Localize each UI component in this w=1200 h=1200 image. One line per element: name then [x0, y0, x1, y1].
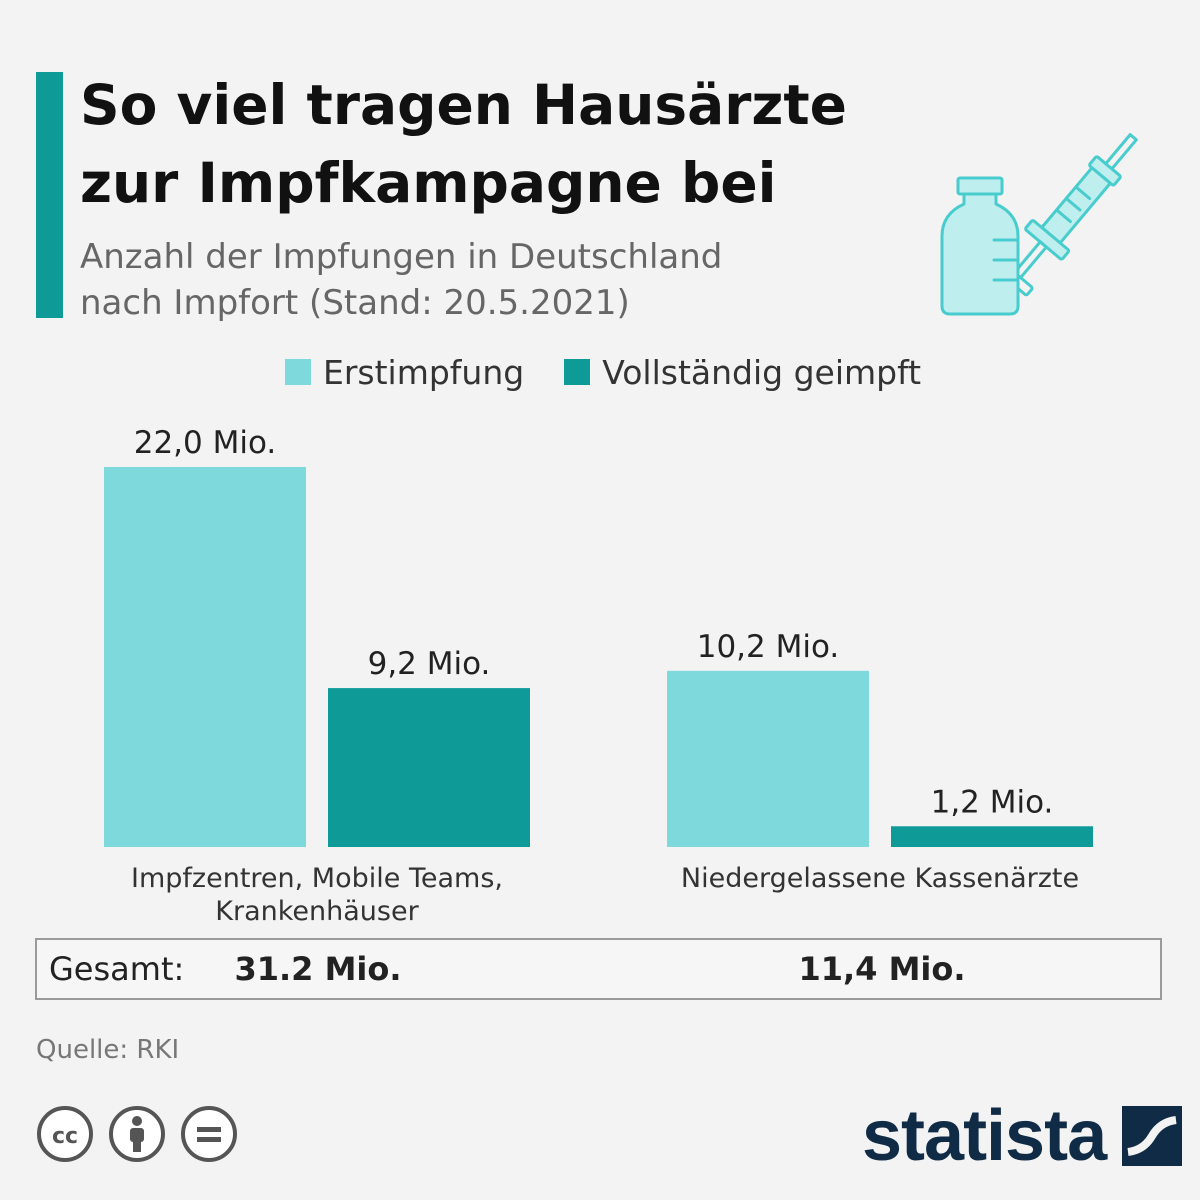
title-line-1: So viel tragen Hausärzte [80, 73, 847, 137]
total-value-group-2: 11,4 Mio. [798, 950, 966, 988]
subtitle-line-1: Anzahl der Impfungen in Deutschland [80, 237, 723, 277]
category-label-group-1-line-1: Impfzentren, Mobile Teams, [131, 863, 503, 894]
legend-swatch-vollstaendig [564, 359, 591, 385]
title-accent-bar [36, 72, 63, 318]
legend-item-erstimpfung: Erstimpfung [285, 353, 524, 392]
vaccine-illustration-icon [940, 133, 1138, 316]
chart-legend: Erstimpfung Vollständig geimpft [285, 350, 961, 394]
bar-vollstaendig-group-1 [328, 688, 530, 847]
bar-vollstaendig-group-2 [891, 826, 1093, 847]
data-label-vollstaendig-group-2: 1,2 Mio. [931, 784, 1054, 820]
nd-equals-icon[interactable] [180, 1105, 238, 1163]
bar-erstimpfung-group-2 [667, 670, 869, 847]
svg-text:cc: cc [52, 1124, 78, 1149]
category-label-group-2-line-1: Niedergelassene Kassenärzte [681, 863, 1079, 894]
data-label-vollstaendig-group-1: 9,2 Mio. [368, 646, 491, 682]
totals-row: Gesamt: 31.2 Mio. 11,4 Mio. [35, 938, 1162, 1000]
source-note: Quelle: RKI [36, 1035, 180, 1065]
data-label-erstimpfung-group-1: 22,0 Mio. [134, 425, 277, 461]
license-icons: cc [36, 1105, 252, 1163]
bar-erstimpfung-group-1 [104, 467, 306, 847]
subtitle-line-2: nach Impfort (Stand: 20.5.2021) [80, 283, 630, 323]
data-label-erstimpfung-group-2: 10,2 Mio. [697, 629, 840, 665]
statista-brand[interactable]: statista [862, 1096, 1183, 1176]
chart-subtitle: Anzahl der Impfungen in Deutschland nach… [80, 234, 840, 326]
by-attribution-icon[interactable] [108, 1105, 166, 1163]
legend-swatch-erstimpfung [285, 359, 311, 385]
cc-icon[interactable]: cc [36, 1105, 94, 1163]
title-line-2: zur Impfkampagne bei [80, 151, 777, 215]
brand-wordmark: statista [862, 1096, 1107, 1176]
legend-item-vollstaendig: Vollständig geimpft [564, 353, 921, 392]
legend-label-vollstaendig: Vollständig geimpft [602, 352, 922, 392]
bar-chart: 22,0 Mio. 9,2 Mio. Impfzentren, Mobile Tea… [104, 425, 1093, 927]
totals-label: Gesamt: [49, 950, 185, 988]
legend-label-erstimpfung: Erstimpfung [323, 352, 525, 392]
total-value-group-1: 31.2 Mio. [234, 950, 402, 988]
statista-logo-icon [1122, 1106, 1183, 1166]
chart-title: So viel tragen Hausärzte zur Impfkampagn… [80, 66, 960, 222]
category-label-group-1-line-2: Krankenhäuser [215, 896, 419, 927]
